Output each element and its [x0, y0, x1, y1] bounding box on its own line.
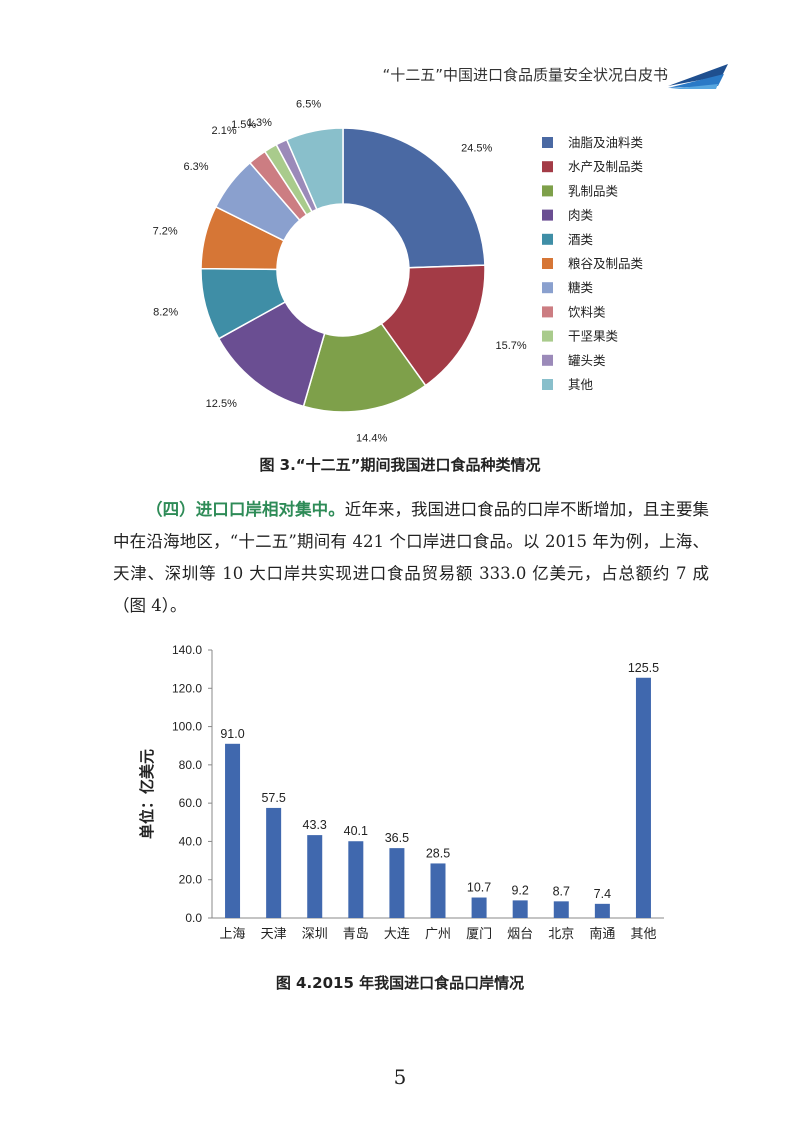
x-tick-label: 其他 — [630, 927, 656, 942]
bar-value-label: 40.1 — [344, 824, 368, 838]
pie-data-label: 15.7% — [495, 340, 526, 352]
bar — [430, 863, 446, 918]
x-tick-label: 青岛 — [343, 926, 369, 942]
pie-data-label: 7.2% — [153, 225, 178, 237]
legend-swatch — [542, 282, 553, 294]
bar — [389, 848, 405, 918]
bar — [266, 807, 282, 918]
bar-chart: 0.0 20.0 40.0 60.0 80.0 100.0 120.0 140.0 91.0 上海… — [138, 643, 664, 942]
running-header: “十二五”中国进口食品质量安全状况白皮书 — [382, 66, 668, 84]
y-tick-label: 0.0 — [185, 911, 202, 925]
bar-value-label: 9.2 — [511, 883, 528, 897]
legend-swatch — [542, 306, 553, 318]
legend-label: 干坚果类 — [568, 329, 619, 344]
pie-data-label: 6.5% — [296, 100, 321, 111]
pie-slice — [342, 127, 486, 269]
pie-data-label: 2.1% — [212, 125, 237, 137]
legend-label: 粮谷及制品类 — [568, 256, 644, 271]
x-tick-label: 广州 — [425, 927, 451, 942]
y-tick-label: 80.0 — [179, 758, 203, 772]
bar — [594, 903, 610, 918]
pie-data-label: 12.5% — [206, 398, 237, 410]
legend-label: 罐头类 — [568, 353, 606, 368]
pie-data-label: 8.2% — [153, 307, 178, 319]
legend-swatch — [542, 258, 553, 269]
bar — [471, 897, 487, 918]
legend-swatch — [542, 209, 553, 221]
x-tick-label: 深圳 — [302, 927, 328, 942]
y-tick-label: 140.0 — [172, 643, 202, 657]
x-tick-label: 厦门 — [466, 927, 492, 942]
legend-label: 乳制品类 — [568, 183, 619, 198]
legend-swatch — [542, 185, 553, 197]
x-tick-label: 天津 — [261, 927, 287, 942]
x-tick-label: 上海 — [220, 927, 246, 942]
page-number: 5 — [393, 1065, 407, 1089]
y-tick-label: 20.0 — [179, 873, 203, 887]
legend-swatch — [542, 233, 553, 245]
x-tick-label: 南通 — [589, 926, 615, 942]
x-tick-label: 北京 — [548, 927, 574, 942]
figure-4-caption: 图 4.2015 年我国进口食品口岸情况 — [275, 974, 525, 992]
legend-label: 水产及制品类 — [568, 159, 644, 174]
pie-slice — [380, 264, 486, 387]
bar-value-label: 57.5 — [261, 791, 285, 805]
bar-value-label: 125.5 — [628, 661, 659, 675]
legend-label: 酒类 — [568, 232, 594, 247]
legend-swatch — [542, 354, 553, 366]
y-axis-label: 单位：亿美元 — [138, 749, 156, 839]
bar — [512, 900, 528, 918]
bar-value-label: 91.0 — [220, 727, 244, 741]
pie-data-label: 14.4% — [356, 433, 387, 445]
pie-data-label: 1.5% — [231, 119, 256, 131]
legend-swatch — [542, 137, 553, 148]
bar-value-label: 28.5 — [426, 846, 450, 860]
y-tick-label: 40.0 — [179, 834, 203, 848]
body-paragraph: （四）进口口岸相对集中。近年来，我国进口食品的口岸不断增加，且主要集中在沿海地区… — [113, 494, 709, 622]
pie-chart: 24.5% 15.7% 14.4% 12.5% 8.2% 7.2% 6.3% 2.1%1.5%… — [153, 100, 644, 445]
pie-data-label: 24.5% — [461, 143, 492, 155]
bar-value-label: 10.7 — [467, 881, 491, 895]
x-tick-label: 大连 — [384, 926, 410, 942]
pie-slice — [285, 127, 344, 211]
bar-value-label: 43.3 — [303, 818, 327, 832]
y-tick-label: 60.0 — [179, 796, 203, 810]
legend-label: 其他 — [568, 377, 594, 392]
paragraph-heading: （四）进口口岸相对集中。 — [146, 500, 345, 519]
legend-swatch — [542, 379, 553, 390]
legend-swatch — [542, 330, 553, 342]
figure-3-caption: 图 3.“十二五”期间我国进口食品种类情况 — [259, 456, 541, 474]
bar-value-label: 36.5 — [385, 831, 409, 845]
y-tick-label: 100.0 — [172, 720, 202, 734]
bar — [348, 841, 364, 918]
legend-label: 油脂及油料类 — [568, 135, 644, 150]
bar — [307, 835, 323, 918]
paragraph-body: 近年来，我国进口食品的口岸不断增加，且主要集中在沿海地区，“十二五”期间有 42… — [113, 500, 710, 615]
y-tick-label: 120.0 — [172, 681, 202, 695]
bar — [225, 743, 241, 918]
bar — [635, 677, 651, 918]
legend-label: 糖类 — [568, 280, 594, 295]
header-logo-stripes — [668, 64, 728, 89]
bar-value-label: 7.4 — [594, 887, 611, 901]
legend-label: 饮料类 — [568, 304, 606, 319]
pie-data-label: 6.3% — [183, 161, 208, 173]
legend-swatch — [542, 161, 553, 173]
bar-value-label: 8.7 — [553, 884, 570, 898]
bar — [553, 901, 569, 918]
legend-label: 肉类 — [568, 208, 594, 223]
pie-data-label: 1.3% — [247, 117, 272, 129]
x-tick-label: 烟台 — [507, 927, 533, 942]
